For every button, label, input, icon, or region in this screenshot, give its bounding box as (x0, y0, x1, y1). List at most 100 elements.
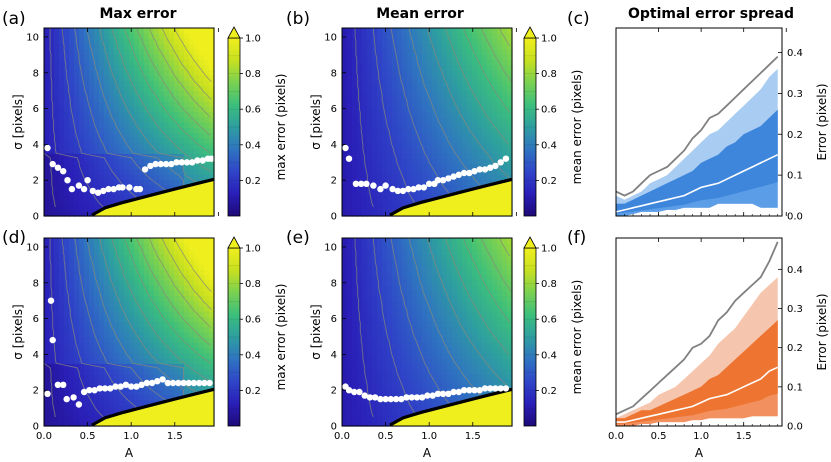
heatmap-cell (352, 316, 358, 323)
heatmap-cell (392, 274, 398, 281)
heatmap-cell (392, 127, 398, 134)
heatmap-cell (442, 248, 448, 255)
heatmap-cell (159, 137, 165, 144)
heatmap-cell (54, 290, 60, 297)
heatmap-cell (74, 373, 80, 380)
heatmap-cell (407, 274, 413, 281)
y-tick-label: 6 (33, 314, 39, 325)
heatmap-cell (402, 153, 408, 160)
optimal-point (342, 144, 349, 152)
heatmap-cell (104, 43, 110, 50)
heatmap-cell (367, 158, 373, 165)
heatmap-cell (382, 169, 388, 175)
heatmap-cell (342, 132, 348, 139)
heatmap-cell (159, 80, 165, 87)
heatmap-cell (119, 137, 125, 144)
optimal-point (60, 381, 67, 388)
heatmap-cell (467, 332, 473, 338)
heatmap-cell (427, 189, 433, 196)
heatmap-cell (362, 69, 368, 76)
heatmap-cell (427, 389, 433, 396)
heatmap-cell (79, 28, 85, 34)
heatmap-cell (437, 95, 443, 102)
heatmap-cell (129, 337, 135, 344)
heatmap-cell (397, 305, 403, 312)
heatmap-cell (104, 189, 110, 196)
heatmap-cell (422, 305, 428, 312)
heatmap-cell (199, 137, 205, 144)
heatmap-cell (134, 85, 140, 92)
heatmap-cell (367, 59, 373, 66)
optimal-point (117, 383, 124, 390)
heatmap-cell (492, 127, 498, 134)
heatmap-cell (174, 54, 180, 60)
heatmap-cell (209, 337, 215, 344)
heatmap-cell (54, 326, 60, 333)
heatmap-cell (94, 248, 100, 255)
heatmap-cell (109, 269, 115, 276)
heatmap-cell (49, 75, 55, 81)
heatmap-cell (199, 342, 205, 349)
heatmap-cell (199, 384, 205, 391)
heatmap-cell (194, 148, 200, 154)
heatmap-cell (99, 127, 105, 134)
heatmap-cell (164, 300, 170, 307)
heatmap-cell (89, 290, 95, 297)
heatmap-cell (382, 389, 388, 396)
heatmap-cell (54, 368, 60, 375)
heatmap-cell (417, 384, 423, 391)
heatmap-cell (119, 295, 125, 302)
heatmap-cell (362, 75, 368, 81)
heatmap-cell (482, 153, 488, 160)
heatmap-cell (442, 111, 448, 118)
heatmap-cell (54, 279, 60, 286)
heatmap-cell (392, 332, 398, 338)
heatmap-cell (387, 142, 393, 149)
heatmap-cell (422, 132, 428, 139)
heatmap-cell (54, 64, 60, 71)
heatmap-cell (477, 54, 483, 60)
heatmap-cell (427, 111, 433, 118)
heatmap-cell (457, 85, 463, 92)
heatmap-cell (497, 169, 503, 175)
heatmap-cell (452, 326, 458, 333)
heatmap-cell (387, 368, 393, 375)
heatmap-cell (184, 101, 190, 107)
heatmap-cell (372, 195, 378, 201)
heatmap-cell (129, 169, 135, 175)
heatmap-cell (84, 300, 90, 307)
heatmap-cell (189, 243, 195, 250)
heatmap-cell (99, 90, 105, 97)
heatmap-cell (199, 368, 205, 375)
heatmap-cell (159, 248, 165, 255)
heatmap-cell (372, 243, 378, 250)
heatmap-cell (59, 253, 65, 260)
heatmap-cell (104, 111, 110, 118)
heatmap-cell (144, 373, 150, 380)
optimal-point (455, 171, 462, 178)
heatmap-cell (99, 95, 105, 102)
heatmap-cell (432, 290, 438, 297)
heatmap-cell (412, 321, 418, 328)
heatmap-cell (387, 169, 393, 175)
optimal-point (199, 157, 206, 164)
heatmap-cell (144, 243, 150, 250)
heatmap-cell (129, 122, 135, 128)
heatmap-cell (134, 269, 140, 276)
heatmap-cell (124, 75, 130, 81)
heatmap-cell (392, 163, 398, 170)
heatmap-cell (402, 305, 408, 312)
heatmap-cell (99, 316, 105, 323)
heatmap-cell (144, 389, 150, 396)
heatmap-cell (367, 337, 373, 344)
optimal-point (471, 168, 478, 175)
heatmap-cell (114, 148, 120, 154)
heatmap-cell (402, 64, 408, 71)
heatmap-cell (109, 43, 115, 50)
heatmap-cell (164, 279, 170, 286)
heatmap-cell (199, 75, 205, 81)
heatmap-cell (342, 48, 348, 55)
heatmap-cell (44, 169, 50, 175)
heatmap-cell (149, 305, 155, 312)
heatmap-cell (462, 142, 468, 149)
